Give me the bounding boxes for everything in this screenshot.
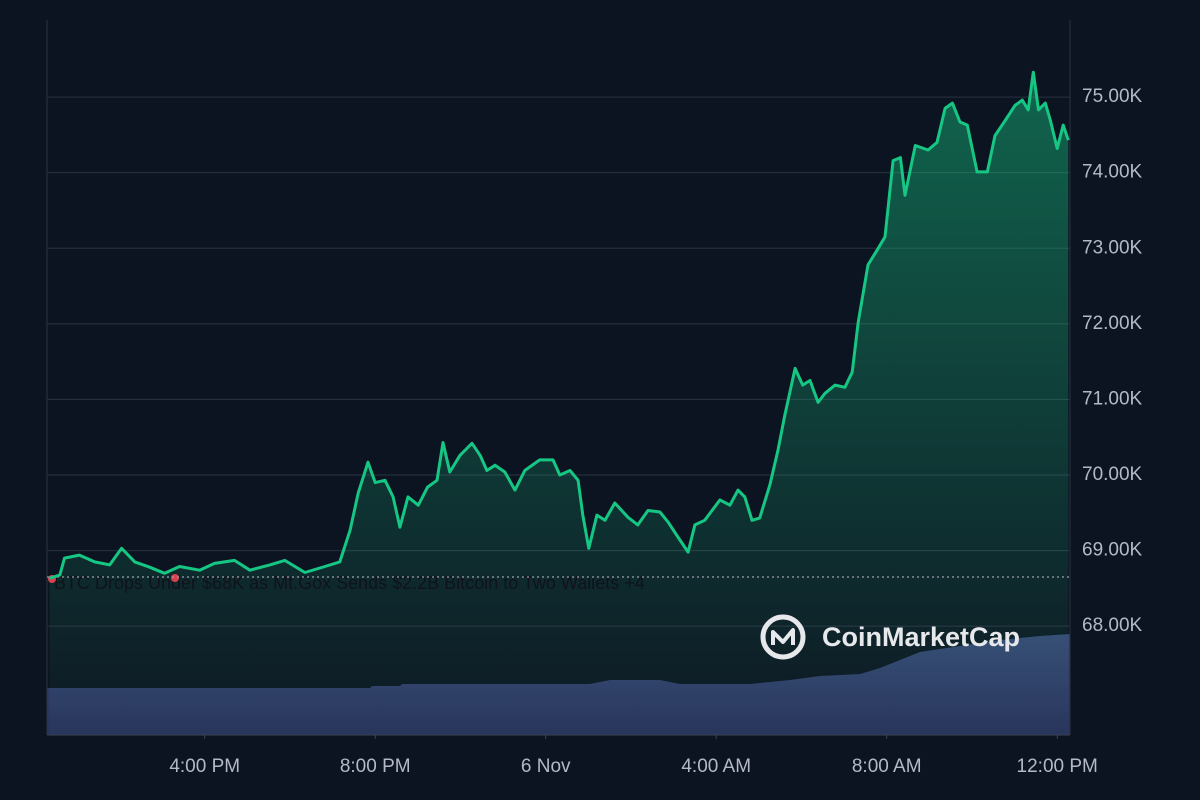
x-tick-label: 12:00 PM	[1017, 756, 1098, 777]
news-marker	[171, 574, 179, 582]
y-tick-label: 74.00K	[1082, 162, 1143, 183]
price-area	[49, 72, 1069, 735]
news-annotation: BTC Drops Under $68K as Mt.Gox Sends $2.…	[54, 573, 645, 593]
watermark-group: CoinMarketCap	[760, 614, 1020, 660]
x-tick-label: 8:00 AM	[852, 756, 922, 777]
y-tick-label: 70.00K	[1082, 464, 1143, 485]
x-tick-label: 4:00 AM	[681, 756, 751, 777]
y-tick-label: 72.00K	[1082, 313, 1143, 334]
y-tick-label: 68.00K	[1082, 615, 1143, 636]
x-tick-label: 4:00 PM	[169, 756, 240, 777]
y-tick-label: 71.00K	[1082, 388, 1143, 409]
y-tick-label: 75.00K	[1082, 86, 1143, 107]
watermark-text: CoinMarketCap	[822, 622, 1020, 652]
y-tick-label: 73.00K	[1082, 237, 1143, 258]
x-tick-label: 6 Nov	[521, 756, 571, 777]
y-tick-label: 69.00K	[1082, 540, 1143, 561]
price-line	[49, 70, 1070, 580]
watermark-logo	[760, 614, 806, 660]
x-tick-label: 8:00 PM	[340, 756, 411, 777]
watermark-logo-mark	[771, 628, 795, 645]
